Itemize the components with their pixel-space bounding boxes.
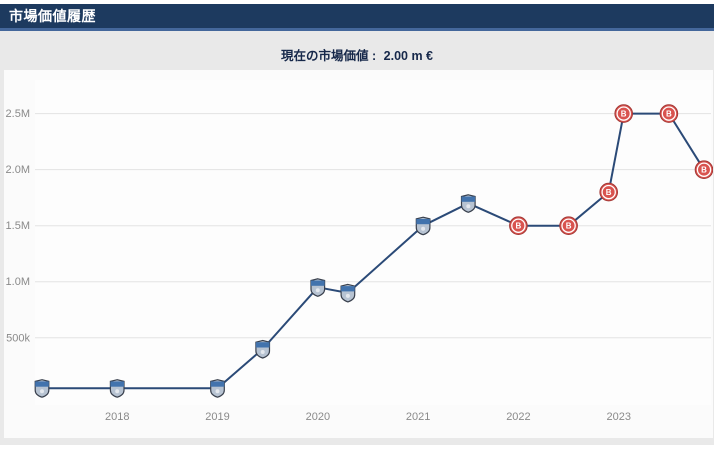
data-point-marker[interactable]: B bbox=[599, 182, 619, 202]
y-axis-label: 500k bbox=[6, 332, 30, 344]
crest-glyph: B bbox=[621, 110, 627, 119]
crest-inner-ring bbox=[561, 218, 576, 233]
x-axis-label: 2020 bbox=[306, 411, 330, 423]
x-axis-label: 2022 bbox=[506, 411, 530, 423]
crest-top-band bbox=[210, 381, 225, 387]
data-point-marker[interactable] bbox=[340, 283, 356, 303]
data-point-marker[interactable]: B bbox=[509, 216, 528, 235]
x-axis-label: 2023 bbox=[606, 411, 630, 423]
market-value-chart: 500k 1.0M 1.5M 2.0M 2.5M 2018 2019 2020 2021 2022… bbox=[6, 80, 714, 423]
crest-center-dot bbox=[421, 226, 426, 231]
y-axis-label: 2.5M bbox=[6, 108, 30, 120]
crest-glyph: B bbox=[701, 166, 707, 175]
crest-top-band bbox=[341, 286, 355, 292]
data-point-marker[interactable] bbox=[210, 379, 225, 398]
crest-center-dot bbox=[115, 389, 120, 394]
data-point-marker[interactable]: B bbox=[659, 104, 679, 123]
data-point-marker[interactable] bbox=[310, 278, 326, 297]
crest-top-band bbox=[110, 381, 124, 387]
data-point-marker[interactable] bbox=[460, 194, 476, 213]
market-value-line bbox=[41, 112, 705, 390]
panel-header: 市場価値履歴 bbox=[0, 4, 714, 31]
data-point-marker[interactable] bbox=[34, 379, 50, 398]
crest-center-dot bbox=[260, 350, 265, 354]
crest-glyph: B bbox=[666, 110, 672, 119]
current-market-value: 現在の市場価値 : 2.00 m € bbox=[0, 31, 714, 64]
crest-center-dot bbox=[40, 389, 44, 394]
crest-center-dot bbox=[315, 288, 320, 293]
crest-inner-ring bbox=[661, 106, 677, 121]
data-point-marker[interactable]: B bbox=[694, 160, 714, 179]
y-axis-label: 1.0M bbox=[6, 276, 30, 288]
x-axis-label: 2021 bbox=[406, 411, 430, 423]
crest-glyph: B bbox=[606, 188, 612, 197]
crest-inner-ring bbox=[616, 106, 631, 121]
crest-top-band bbox=[255, 342, 270, 348]
crest-center-dot bbox=[215, 389, 220, 394]
crest-top-band bbox=[311, 280, 325, 286]
y-axis-label: 1.5M bbox=[6, 220, 30, 232]
crest-glyph: B bbox=[516, 222, 522, 231]
plot-area bbox=[35, 80, 711, 405]
data-point-marker[interactable]: B bbox=[614, 104, 634, 123]
crest-top-band bbox=[35, 381, 49, 387]
crest-glyph: B bbox=[566, 222, 572, 231]
crest-top-band bbox=[461, 196, 476, 202]
x-axis-label: 2018 bbox=[105, 411, 129, 423]
data-point-marker[interactable]: B bbox=[559, 216, 578, 235]
crest-center-dot bbox=[466, 204, 471, 209]
crest-top-band bbox=[416, 218, 430, 225]
market-value-chart-container: 500k 1.0M 1.5M 2.0M 2.5M 2018 2019 2020 2021 2022… bbox=[4, 70, 714, 438]
panel-title: 市場価値履歴 bbox=[9, 8, 96, 24]
x-axis-label: 2019 bbox=[205, 411, 229, 423]
crest-inner-ring bbox=[696, 162, 712, 177]
data-point-marker[interactable] bbox=[255, 339, 271, 359]
current-market-value-label: 現在の市場価値 : bbox=[281, 49, 377, 63]
crest-center-dot bbox=[345, 293, 350, 298]
y-axis-label: 2.0M bbox=[6, 164, 30, 176]
crest-inner-ring bbox=[601, 184, 616, 200]
data-point-marker[interactable] bbox=[415, 216, 431, 236]
data-point-marker[interactable] bbox=[109, 379, 125, 398]
crest-inner-ring bbox=[511, 218, 526, 233]
current-market-value-amount: 2.00 m € bbox=[383, 49, 433, 63]
